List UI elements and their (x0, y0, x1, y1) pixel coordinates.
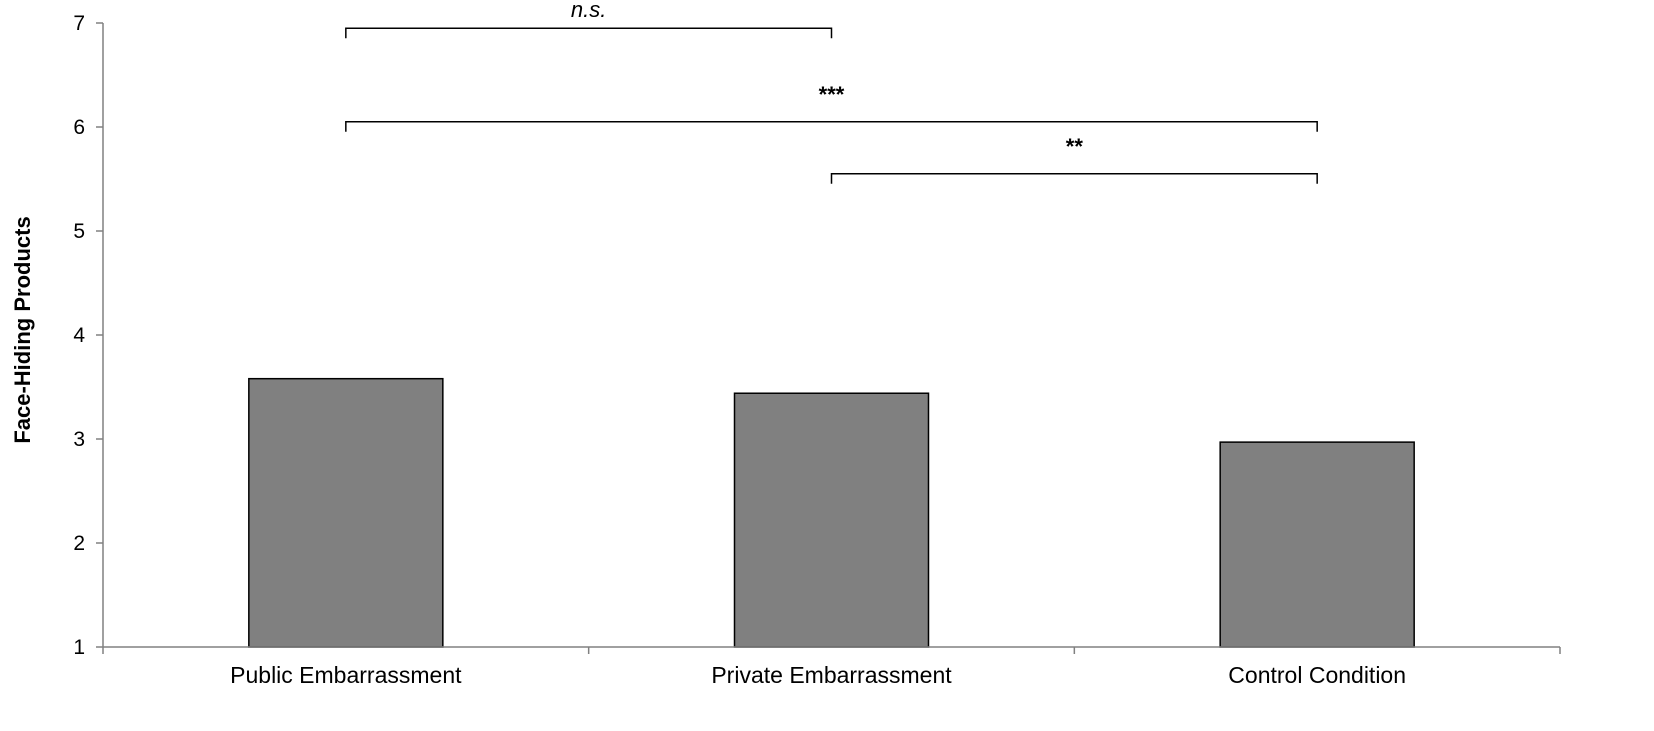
y-axis-title: Face-Hiding Products (10, 216, 35, 443)
bar (733, 392, 930, 648)
x-category-label: Private Embarrassment (711, 662, 952, 688)
y-tick-label: 2 (73, 532, 85, 555)
y-tick-label: 5 (73, 220, 85, 243)
bar (248, 377, 444, 648)
significance-bracket (345, 121, 1318, 132)
x-category-label: Public Embarrassment (230, 662, 462, 688)
y-tick-label: 1 (73, 636, 85, 659)
y-tick-label: 4 (73, 324, 85, 347)
y-tick-label: 7 (73, 12, 85, 35)
x-category-label: Control Condition (1228, 662, 1406, 688)
y-tick-label: 3 (73, 428, 85, 451)
significance-bracket (345, 27, 833, 39)
significance-label: *** (819, 82, 845, 107)
y-axis: 1 2 3 4 5 6 7 (73, 12, 104, 659)
y-tick-label: 6 (73, 116, 85, 139)
x-axis: Public Embarrassment Private Embarrassmen… (102, 646, 1561, 688)
significance-brackets: n.s.***** (345, 0, 1318, 184)
significance-label: n.s. (571, 0, 606, 22)
significance-bracket (830, 173, 1318, 184)
significance-label: ** (1066, 134, 1084, 159)
bar (1219, 441, 1415, 648)
bar-series (248, 377, 1415, 648)
